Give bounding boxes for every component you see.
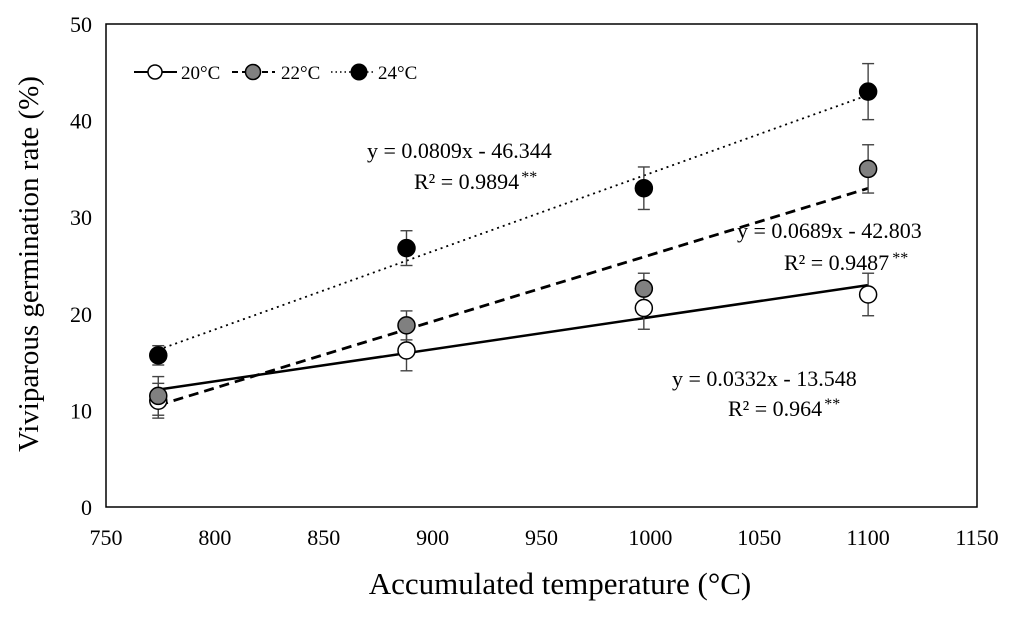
trendline-series-1	[157, 187, 869, 407]
legend: 20°C 22°C 24°C	[134, 63, 417, 84]
data-point-series-2	[634, 178, 654, 198]
y-axis-title: Viviparous germination rate (%)	[13, 76, 45, 452]
r2-24c: R² = 0.9894	[414, 169, 519, 194]
r2-20c: R² = 0.964	[728, 396, 822, 421]
y-axis-ticks: 0 10 20 30 40 50	[70, 12, 92, 520]
x-tick-label: 1100	[847, 525, 890, 550]
legend-label-24c: 24°C	[378, 63, 417, 84]
y-tick-label: 40	[70, 109, 92, 134]
data-point-series-1	[149, 386, 168, 406]
svg-text:y = 0.0689x - 42.803: y = 0.0689x - 42.803	[737, 218, 922, 243]
data-point-series-1	[397, 316, 416, 335]
plot-area-frame	[105, 23, 978, 508]
x-axis-title: Accumulated temperature (°C)	[369, 566, 752, 601]
y-tick-label: 10	[70, 398, 92, 423]
x-tick-label: 1050	[737, 525, 781, 550]
y-tick-label: 50	[70, 12, 92, 37]
svg-text:R² = 0.9487**: R² = 0.9487 **	[784, 250, 908, 275]
x-tick-label: 1000	[628, 525, 672, 550]
data-points	[149, 82, 878, 410]
legend-label-20c: 20°C	[181, 63, 220, 84]
data-point-series-2	[858, 82, 878, 101]
data-point-series-2	[397, 238, 416, 258]
svg-text:y = 0.0809x - 46.344: y = 0.0809x - 46.344	[367, 138, 552, 163]
data-point-series-0	[397, 341, 416, 360]
equation-20c: y = 0.0332x - 13.548 R² = 0.964 **	[672, 366, 857, 421]
data-point-series-1	[634, 279, 654, 298]
svg-text:R² = 0.964**: R² = 0.964 **	[728, 396, 840, 421]
sig-22c: **	[892, 250, 908, 267]
svg-text:R² = 0.9894**: R² = 0.9894 **	[414, 169, 537, 194]
x-tick-label: 900	[416, 525, 449, 550]
data-point-series-0	[858, 285, 878, 304]
x-tick-label: 800	[198, 525, 231, 550]
x-tick-label: 950	[525, 525, 558, 550]
sig-20c: **	[824, 396, 840, 413]
svg-text:y = 0.0332x - 13.548: y = 0.0332x - 13.548	[672, 366, 857, 391]
trendline-series-0	[158, 283, 869, 391]
equation-22c: y = 0.0689x - 42.803 R² = 0.9487 **	[737, 218, 922, 275]
legend-label-22c: 22°C	[281, 63, 320, 84]
x-axis-ticks: 750 800 850 900 950 1000 1050 1100 1150	[90, 525, 999, 550]
data-point-series-0	[634, 298, 654, 318]
legend-marker-22c	[244, 63, 262, 81]
legend-marker-20c	[147, 64, 163, 80]
x-tick-label: 850	[307, 525, 340, 550]
data-point-series-1	[858, 159, 878, 179]
sig-24c: **	[521, 169, 537, 186]
y-tick-label: 0	[81, 495, 92, 520]
y-tick-label: 20	[70, 302, 92, 327]
legend-marker-24c	[350, 63, 368, 81]
r2-22c: R² = 0.9487	[784, 250, 889, 275]
equation-24c: y = 0.0809x - 46.344 R² = 0.9894 **	[367, 138, 552, 194]
y-tick-label: 30	[70, 205, 92, 230]
trendlines	[157, 94, 869, 407]
data-point-series-2	[149, 346, 168, 365]
x-tick-label: 1150	[955, 525, 998, 550]
x-tick-label: 750	[90, 525, 123, 550]
